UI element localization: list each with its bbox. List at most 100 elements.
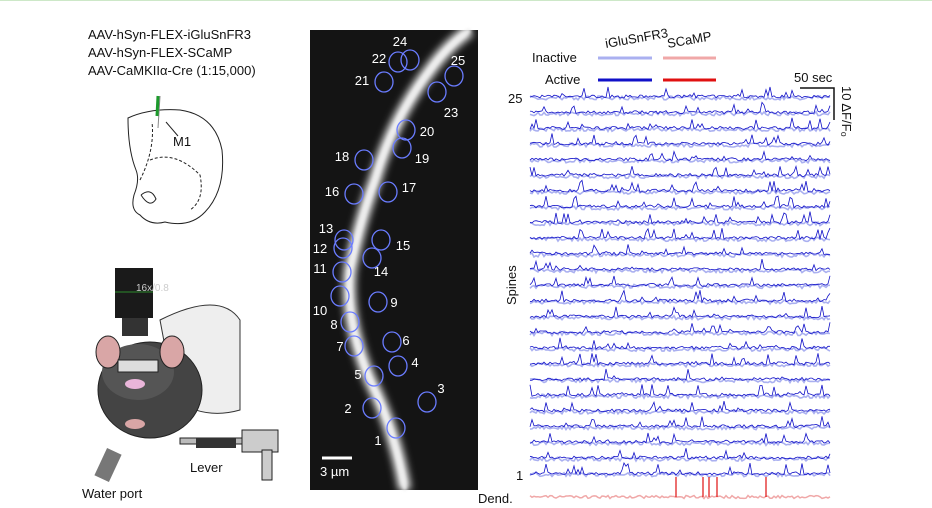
spine-label: 14 (374, 264, 388, 279)
trace-active (529, 384, 831, 398)
amplitude-scale-label: 10 ΔF/F₀ (839, 86, 854, 137)
spine-label: 18 (335, 149, 349, 164)
trace-inactive (529, 361, 831, 369)
trace-inactive (529, 314, 831, 322)
spine-roi (392, 137, 412, 159)
trace-inactive (529, 471, 831, 479)
trace-active (529, 322, 831, 335)
spine-label: 22 (372, 51, 386, 66)
spine-label: 12 (313, 241, 327, 256)
trace-inactive (529, 455, 831, 463)
trace-inactive (529, 157, 831, 165)
spine-roi (368, 291, 388, 313)
spine-label: 15 (396, 238, 410, 253)
scale-bar-label: 3 µm (320, 464, 349, 479)
scale-bars (800, 87, 835, 120)
spine-label: 7 (336, 339, 343, 354)
trace-active (529, 133, 831, 146)
spine-label: 2 (344, 401, 351, 416)
spine-roi (371, 229, 391, 251)
trace-active (529, 259, 831, 272)
trace-active (529, 448, 831, 460)
spine-roi (400, 49, 420, 71)
trace-active (529, 179, 831, 194)
spine-label: 24 (393, 34, 407, 49)
spine-label: 16 (325, 184, 339, 199)
trace-active (529, 227, 831, 240)
dendrite-core (347, 28, 472, 491)
y-axis-label: Spines (504, 265, 519, 305)
spine-roi (444, 65, 464, 87)
trace-inactive (529, 298, 831, 306)
trace-active (529, 289, 831, 304)
spine-label: 3 (437, 381, 444, 396)
spine-roi (388, 51, 408, 73)
trace-active (529, 275, 831, 287)
trace-inactive (529, 408, 831, 416)
brain-section (127, 95, 224, 225)
virus-line: AAV-hSyn-FLEX-SCaMP (88, 45, 232, 60)
spine-roi (333, 237, 353, 259)
virus-line: AAV-hSyn-FLEX-iGluSnFR3 (88, 27, 251, 42)
trace-active (529, 306, 831, 319)
spine-label: 10 (313, 303, 327, 318)
trace-active (529, 164, 831, 178)
spine-label: 25 (451, 53, 465, 68)
trace-inactive (529, 267, 830, 275)
water-port-label: Water port (82, 486, 143, 501)
spine-roi (330, 285, 350, 307)
spine-roi (378, 181, 398, 203)
spine-label: 1 (374, 433, 381, 448)
trace-active (529, 117, 831, 131)
trace-active (529, 353, 831, 366)
virus-line: AAV-CaMKIIα-Cre (1:15,000) (88, 63, 256, 78)
trace-active (529, 86, 831, 99)
traces (529, 86, 831, 500)
trace-active (529, 400, 831, 413)
spine-label: 8 (330, 317, 337, 332)
spine-roi (332, 261, 352, 283)
spine-roi (374, 71, 394, 93)
spine-label: 17 (402, 180, 416, 195)
spine-roi (362, 397, 382, 419)
spine-roi (386, 417, 406, 439)
mouse-illustration (94, 268, 279, 482)
spine-roi (344, 335, 364, 357)
spine-roi (388, 355, 408, 377)
trace-active (529, 211, 831, 225)
spine-label: 21 (355, 73, 369, 88)
legend-sensor: SCaMP (666, 28, 713, 51)
trace-inactive (529, 345, 831, 353)
row-label: 1 (516, 468, 523, 483)
trace-inactive (529, 440, 830, 447)
spine-roi (417, 391, 437, 413)
spine-label: 11 (313, 261, 327, 276)
trace-active (529, 101, 831, 115)
spine-label: 23 (444, 105, 458, 120)
time-scale-label: 50 sec (794, 70, 833, 85)
trace-inactive (529, 94, 831, 102)
spine-roi (382, 331, 402, 353)
spine-label: 5 (354, 367, 361, 382)
dendrite-label: Dend. (478, 491, 513, 506)
spine-roi (354, 149, 374, 171)
spine-roi (334, 229, 354, 251)
region-label: M1 (173, 134, 191, 149)
row-label: 25 (508, 91, 522, 106)
trace-inactive (529, 142, 831, 149)
spine-label: 4 (411, 355, 418, 370)
panel-c: Inactive Active iGluSnFR3 SCaMP 50 sec 1… (478, 25, 854, 506)
spine-label: 6 (402, 333, 409, 348)
trace-active (529, 337, 830, 350)
trace-inactive (529, 251, 831, 259)
spine-label: 20 (420, 124, 434, 139)
trace-active (529, 368, 831, 382)
spine-label: 13 (319, 221, 333, 236)
trace-inactive (529, 377, 831, 385)
spine-roi (364, 365, 384, 387)
trace-dendrite-events (675, 477, 767, 497)
spine-roi (340, 311, 360, 333)
panel-a: AAV-hSyn-FLEX-iGluSnFR3 AAV-hSyn-FLEX-SC… (82, 27, 279, 501)
